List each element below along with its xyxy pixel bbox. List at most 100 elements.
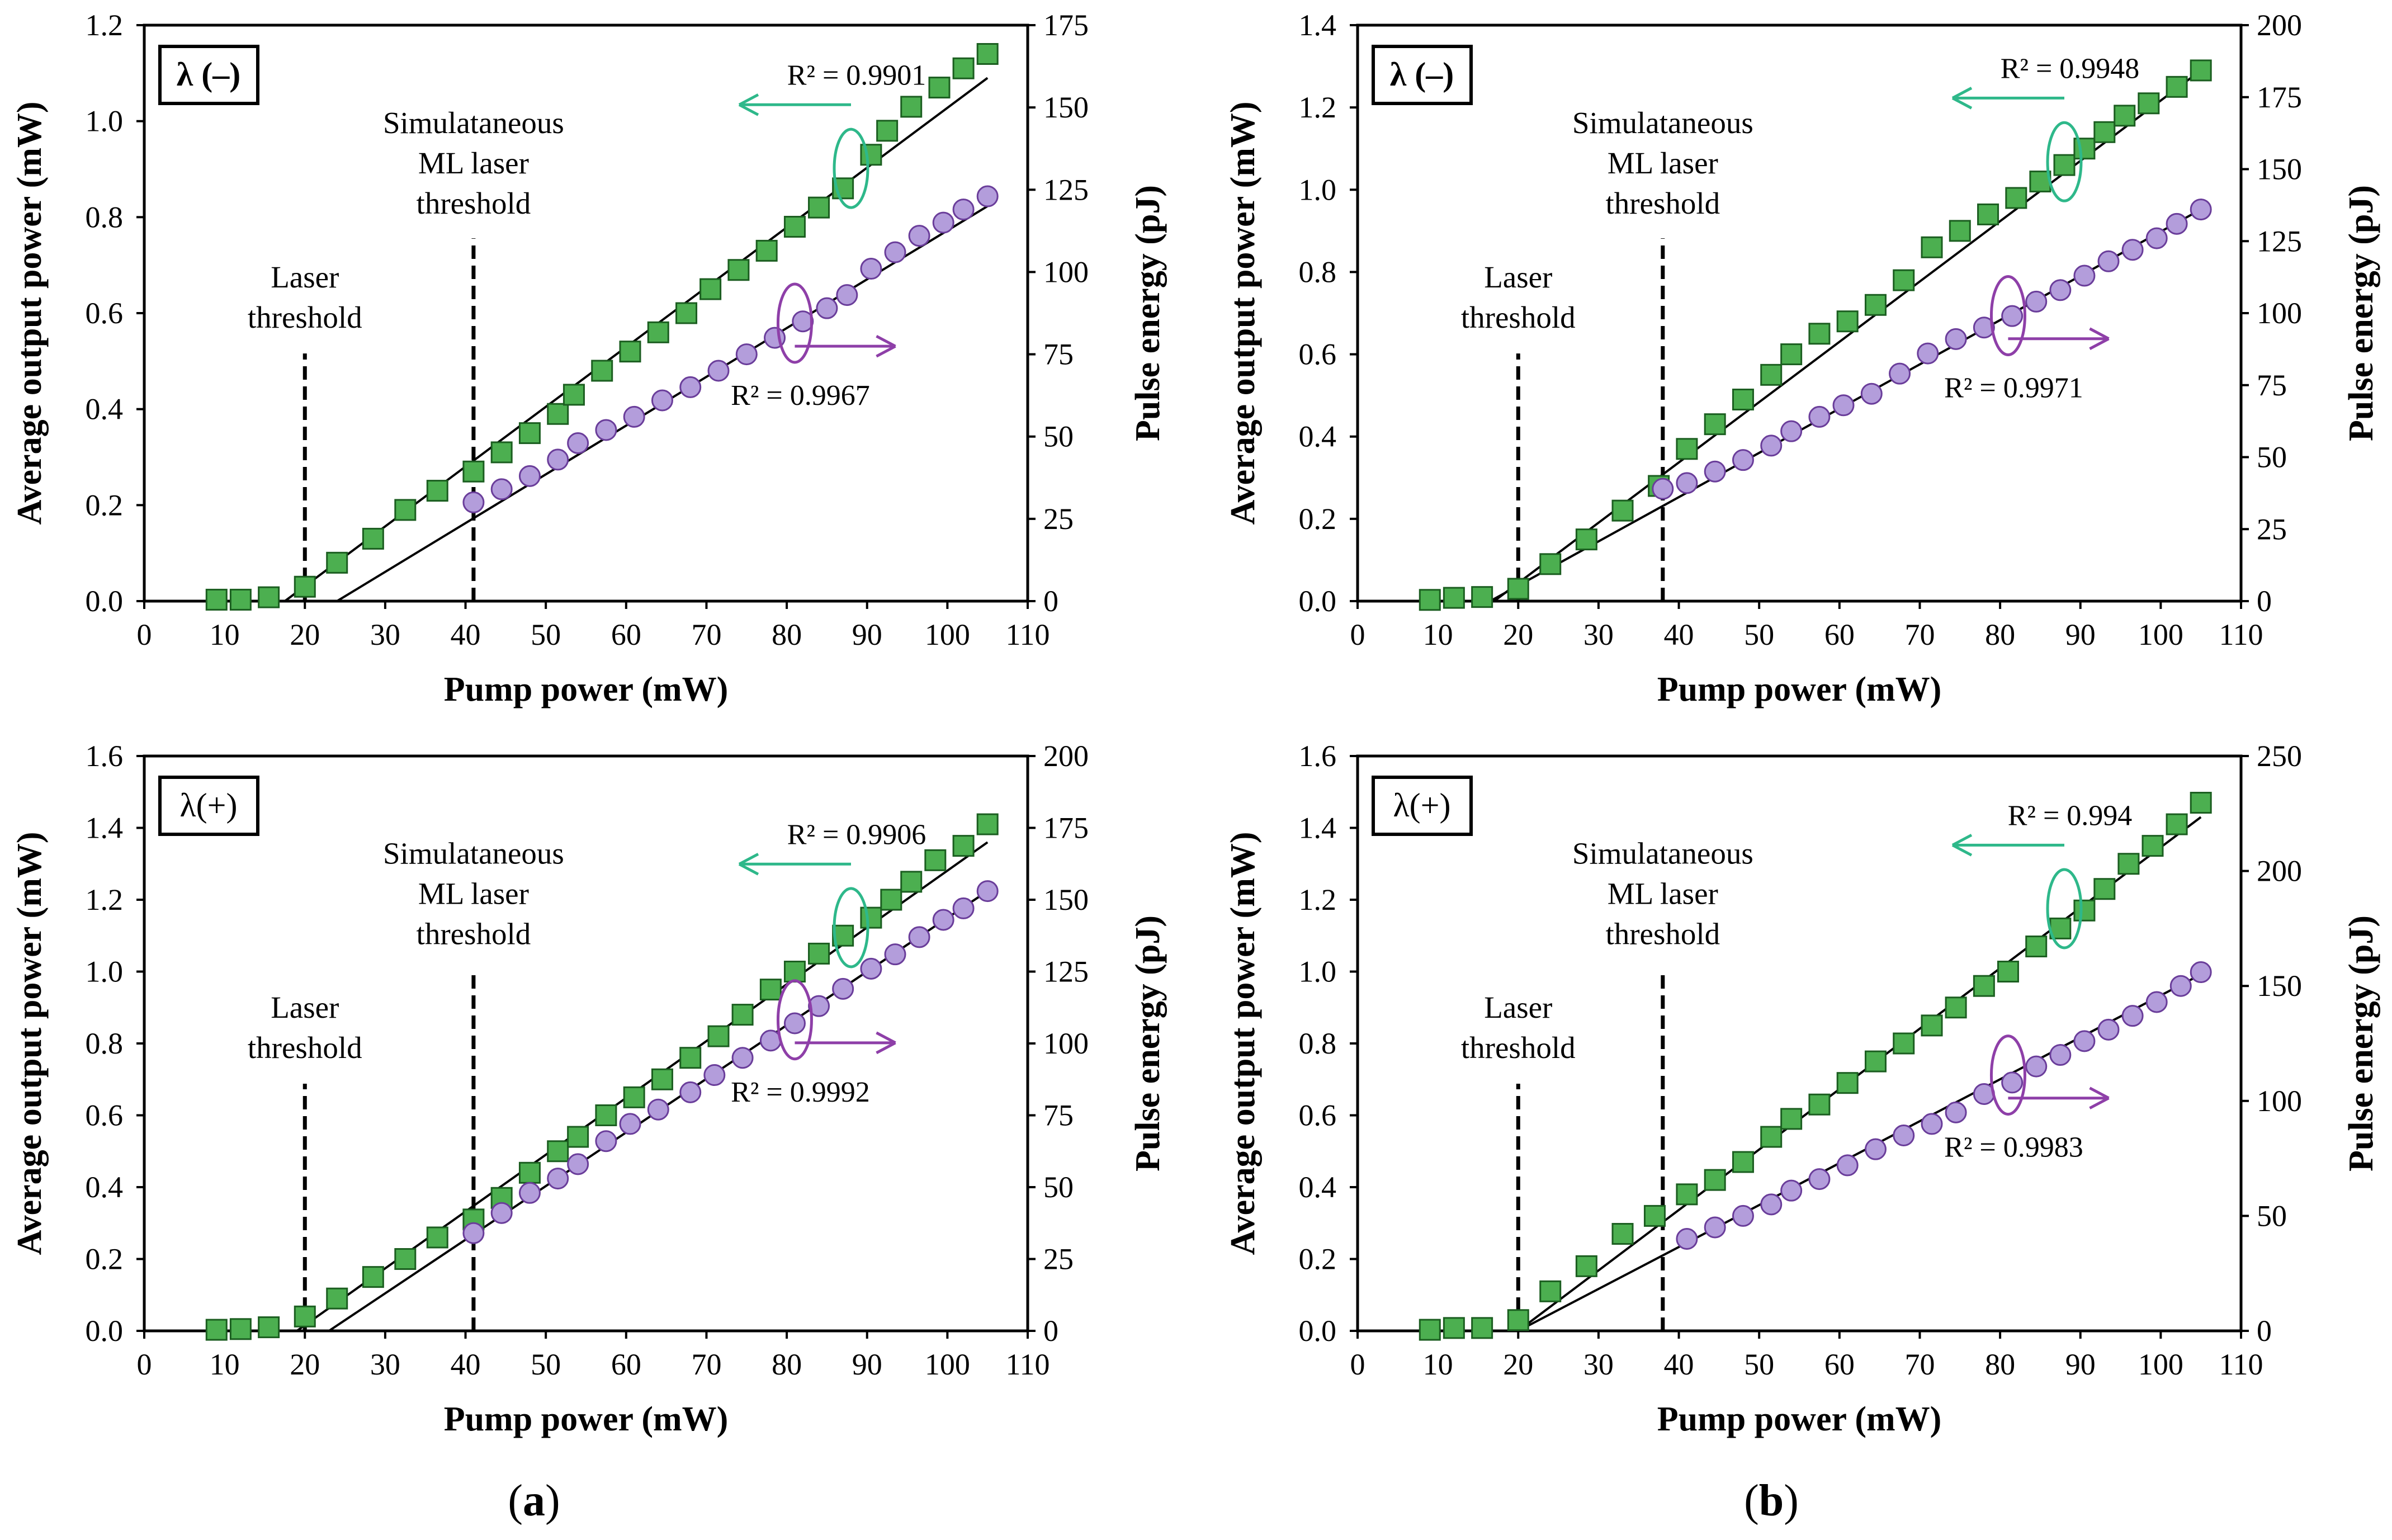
energy-point	[2121, 239, 2144, 261]
power-point	[1419, 589, 1441, 611]
energy-point	[1780, 420, 1803, 442]
x-tick-label: 100	[2138, 1348, 2183, 1381]
y-right-tick-label: 0	[2257, 1314, 2272, 1348]
power-point	[1611, 1223, 1634, 1245]
y-right-tick-label: 150	[1043, 883, 1089, 917]
wavelength-box	[1372, 45, 1473, 105]
power-point	[619, 341, 641, 363]
energy-point	[1945, 328, 1967, 350]
y-right-tick-label: 175	[2257, 81, 2302, 114]
y-left-tick-label: 1.2	[86, 883, 124, 917]
energy-axis-arrowhead	[2089, 327, 2110, 350]
power-point	[1808, 323, 1831, 345]
power-axis-arrowhead	[738, 93, 759, 116]
y-right-tick-label: 250	[2257, 739, 2302, 773]
r2-energy-label: R² = 0.9992	[731, 1076, 870, 1108]
x-tick-label: 0	[1350, 1348, 1365, 1381]
power-point	[1507, 1309, 1529, 1331]
x-tick-label: 90	[2065, 1348, 2096, 1381]
power-point	[2093, 121, 2116, 143]
energy-point	[490, 478, 513, 500]
power-point	[1864, 1050, 1887, 1073]
power-point	[976, 813, 999, 835]
power-point	[426, 1226, 448, 1249]
panel-label-a: (a)	[508, 1476, 560, 1525]
wavelength-label: λ(+)	[1393, 787, 1451, 824]
energy-point	[2145, 227, 2168, 249]
chart-panel-b-bottom: 0 10 20 30 40 50 60 70 80 90 100 110 0.0 0.2 0.4 0.6 0.8…	[1224, 739, 2380, 1438]
laser-threshold-label: Laser	[1484, 260, 1552, 294]
energy-point	[2025, 1055, 2048, 1078]
y-left-tick-label: 1.2	[86, 8, 124, 42]
energy-point	[1704, 1216, 1726, 1239]
power-point	[1732, 389, 1754, 410]
energy-point	[703, 1064, 726, 1086]
energy-point	[462, 1222, 485, 1244]
y-right-axis-title: Pulse energy (pJ)	[2342, 185, 2380, 441]
power-curve-loop	[833, 887, 869, 969]
power-point	[205, 1319, 228, 1341]
energy-point	[2097, 250, 2120, 272]
power-point	[2166, 813, 2188, 835]
y-right-tick-label: 125	[1043, 955, 1089, 989]
energy-point	[932, 211, 954, 234]
power-point	[2190, 59, 2212, 82]
y-left-tick-label: 0.2	[1299, 1243, 1337, 1276]
x-tick-label: 100	[2138, 618, 2183, 651]
power-point	[2053, 154, 2076, 176]
power-point	[755, 239, 778, 262]
power-point	[707, 1025, 730, 1047]
y-left-tick-label: 0.0	[1299, 1314, 1337, 1348]
r2-power-label: R² = 0.9906	[787, 819, 926, 851]
energy-point	[884, 241, 906, 263]
power-point	[1760, 1126, 1783, 1148]
power-point	[783, 216, 806, 238]
power-point	[1780, 1108, 1803, 1130]
power-point	[490, 441, 513, 464]
power-point	[518, 422, 541, 445]
power-point	[394, 499, 417, 521]
power-point	[205, 588, 228, 611]
power-point	[832, 924, 854, 947]
power-point	[518, 1161, 541, 1184]
energy-point	[547, 448, 569, 471]
y-right-tick-label: 175	[1043, 811, 1089, 845]
power-point	[2114, 105, 2136, 127]
power-point	[623, 1086, 645, 1108]
power-point	[426, 480, 448, 502]
x-tick-label: 90	[2065, 618, 2096, 651]
power-point	[759, 979, 782, 1001]
energy-point	[976, 880, 999, 903]
power-point	[547, 1140, 569, 1163]
x-tick-label: 0	[137, 618, 152, 651]
y-left-tick-label: 0.8	[86, 200, 124, 234]
power-point	[2093, 878, 2116, 900]
energy-point	[808, 995, 830, 1017]
y-left-tick-label: 1.6	[1299, 739, 1337, 773]
x-tick-label: 110	[1006, 1348, 1050, 1381]
y-right-tick-label: 75	[1043, 338, 1074, 371]
energy-curve-loop	[776, 282, 813, 364]
power-point	[258, 586, 280, 608]
y-right-tick-label: 200	[2257, 854, 2302, 888]
energy-point	[2073, 264, 2096, 287]
energy-point	[2190, 199, 2212, 221]
y-left-tick-label: 1.4	[1299, 8, 1337, 42]
power-axis-arrowhead	[1951, 834, 1973, 857]
power-point	[880, 889, 902, 911]
y-left-tick-label: 1.2	[1299, 883, 1337, 917]
y-left-tick-label: 0.8	[1299, 255, 1337, 289]
x-tick-label: 30	[370, 618, 400, 651]
x-tick-label: 50	[1744, 618, 1774, 651]
power-point	[1539, 1280, 1562, 1302]
energy-point	[679, 376, 702, 398]
power-point	[675, 302, 698, 324]
y-right-tick-label: 0	[2257, 584, 2272, 618]
x-axis-title: Pump power (mW)	[1657, 670, 1942, 708]
y-right-tick-label: 200	[1043, 739, 1089, 773]
power-point	[1643, 1204, 1666, 1227]
wavelength-box	[158, 45, 259, 105]
power-point	[2138, 92, 2160, 115]
energy-point	[2190, 961, 2212, 984]
